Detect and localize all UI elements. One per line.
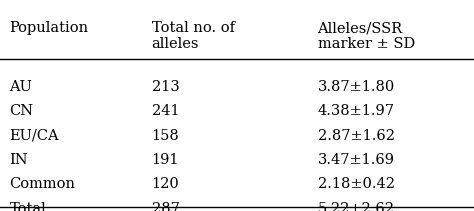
Text: Alleles/SSR
marker ± SD: Alleles/SSR marker ± SD xyxy=(318,21,415,51)
Text: CN: CN xyxy=(9,104,34,118)
Text: AU: AU xyxy=(9,80,32,94)
Text: 158: 158 xyxy=(152,129,180,143)
Text: Total: Total xyxy=(9,202,46,211)
Text: 191: 191 xyxy=(152,153,179,167)
Text: Population: Population xyxy=(9,21,89,35)
Text: 241: 241 xyxy=(152,104,179,118)
Text: EU/CA: EU/CA xyxy=(9,129,59,143)
Text: 213: 213 xyxy=(152,80,180,94)
Text: 5.22±2.62: 5.22±2.62 xyxy=(318,202,394,211)
Text: 287: 287 xyxy=(152,202,180,211)
Text: 120: 120 xyxy=(152,177,180,191)
Text: Total no. of
alleles: Total no. of alleles xyxy=(152,21,235,51)
Text: 4.38±1.97: 4.38±1.97 xyxy=(318,104,394,118)
Text: 2.18±0.42: 2.18±0.42 xyxy=(318,177,394,191)
Text: Common: Common xyxy=(9,177,75,191)
Text: 2.87±1.62: 2.87±1.62 xyxy=(318,129,394,143)
Text: 3.87±1.80: 3.87±1.80 xyxy=(318,80,395,94)
Text: 3.47±1.69: 3.47±1.69 xyxy=(318,153,394,167)
Text: IN: IN xyxy=(9,153,28,167)
